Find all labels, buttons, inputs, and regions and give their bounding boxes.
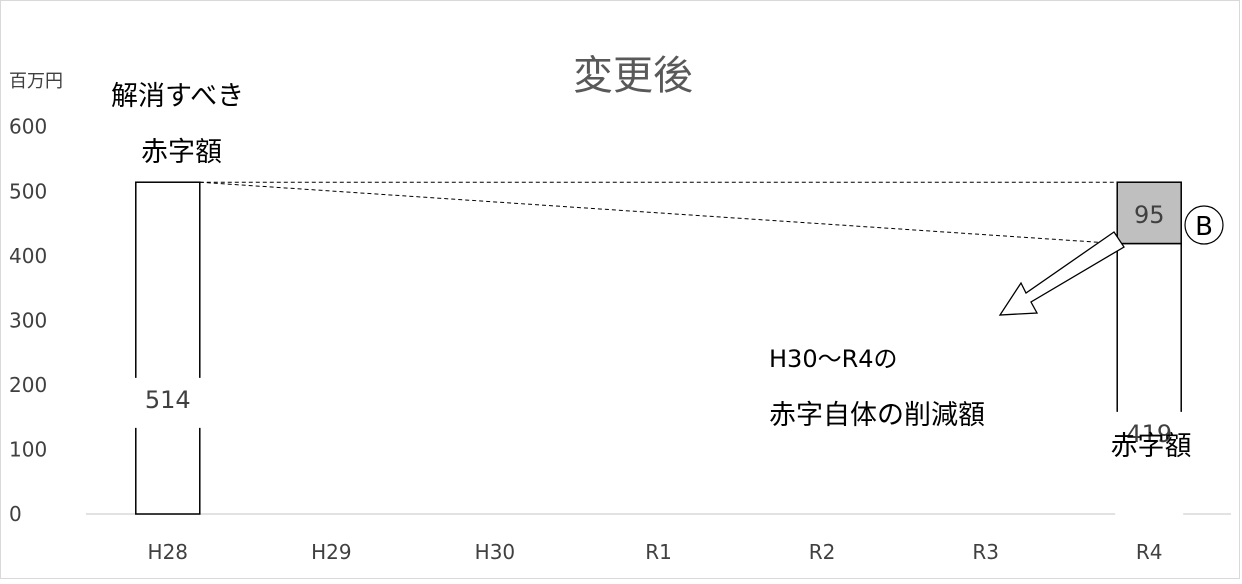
- y-tick-label: 300: [9, 308, 47, 332]
- x-tick-label: H29: [311, 540, 352, 564]
- annotation-reduction-line1: H30～R4の: [769, 345, 898, 373]
- bar-label-backdrop: [133, 377, 202, 428]
- x-tick-label: H28: [148, 540, 189, 564]
- annotation-deficit-to-resolve-line1: 解消すべき: [111, 81, 244, 112]
- annotation-r4-deficit: 赤字額: [1111, 431, 1192, 462]
- bar-H28: [135, 181, 201, 515]
- bar-value-label: 95: [1134, 201, 1165, 229]
- bars: 514 419 95: [133, 181, 1184, 542]
- bar-R4-stacked: [1116, 181, 1182, 245]
- x-tick-label: R3: [972, 540, 999, 564]
- y-tick-label: 100: [9, 437, 47, 461]
- y-tick-label: 0: [9, 502, 22, 526]
- annotation-reduction-line2: 赤字自体の削減額: [769, 400, 985, 431]
- y-tick-label: 400: [9, 244, 47, 268]
- y-tick-label: 500: [9, 179, 47, 203]
- annotation-deficit-to-resolve-line2: 赤字額: [141, 137, 222, 168]
- y-tick-label: 600: [9, 115, 47, 139]
- circle-marker-b: B: [1184, 205, 1224, 245]
- x-tick-label: R4: [1136, 540, 1163, 564]
- x-tick-labels: H28 H29 H30 R1 R2 R3 R4: [148, 540, 1163, 564]
- bar-value-label: 514: [145, 386, 191, 414]
- chart-title: 変更後: [573, 53, 693, 99]
- y-tick-label: 200: [9, 373, 47, 397]
- reduction-arrow-icon: [998, 231, 1125, 316]
- bar-label-backdrop: [1115, 411, 1184, 542]
- x-tick-label: H30: [475, 540, 516, 564]
- unit-label: 百万円: [9, 71, 63, 92]
- dashed-connector-bottom: [199, 181, 1118, 245]
- x-tick-label: R1: [645, 540, 672, 564]
- bar-value-label: 419: [1126, 420, 1172, 448]
- y-tick-labels: 0 100 200 300 400 500 600: [9, 115, 47, 526]
- x-tick-label: R2: [809, 540, 836, 564]
- circle-marker-label: B: [1195, 212, 1213, 242]
